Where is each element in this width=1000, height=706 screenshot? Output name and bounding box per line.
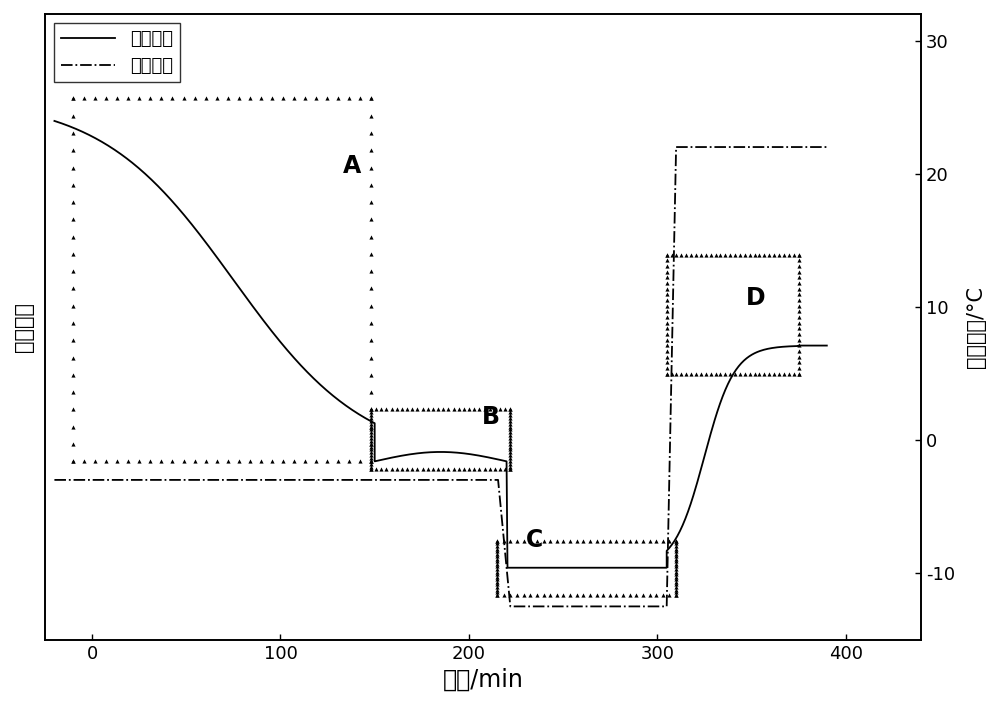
Y-axis label: 实验温度/°C: 实验温度/°C xyxy=(966,286,986,368)
Text: B: B xyxy=(482,405,500,429)
Text: A: A xyxy=(343,155,361,179)
Text: D: D xyxy=(746,286,765,310)
Legend: 实验压力, 实验温度: 实验压力, 实验温度 xyxy=(54,23,180,83)
Y-axis label: 实验压力: 实验压力 xyxy=(14,301,34,352)
Text: C: C xyxy=(525,528,543,552)
X-axis label: 时间/min: 时间/min xyxy=(443,668,523,692)
